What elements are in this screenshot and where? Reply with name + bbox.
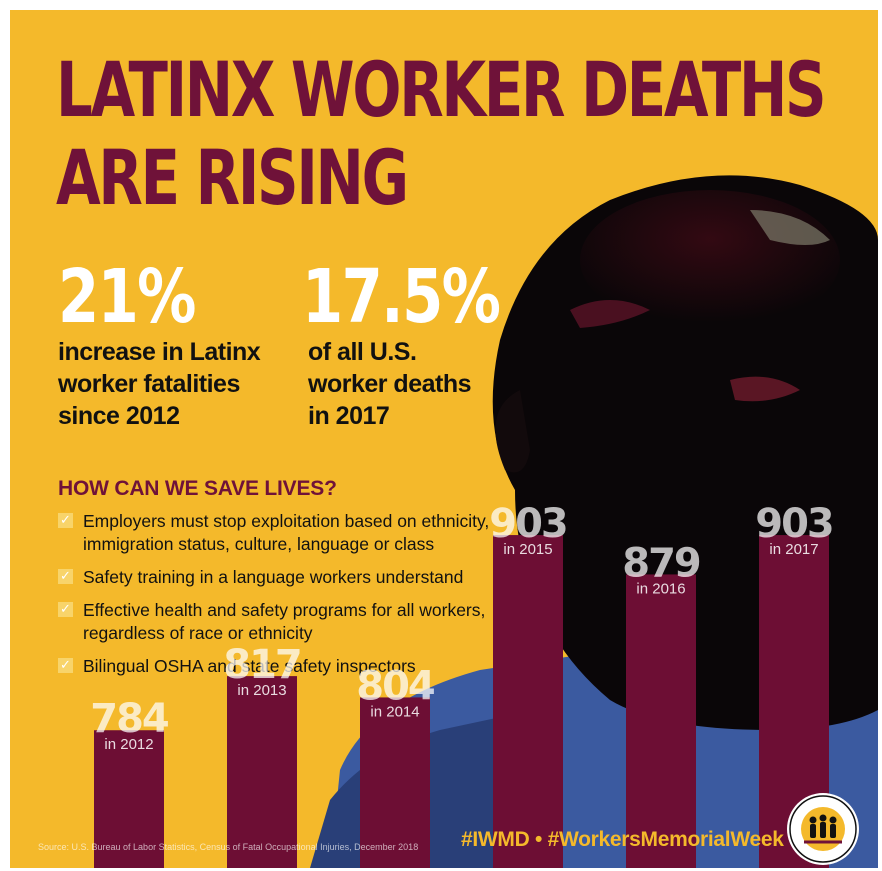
bar-category-label: in 2016 (636, 580, 685, 597)
stat-share-line: in 2017 (308, 402, 390, 430)
bar-value-label: 804 (356, 663, 434, 709)
checklist-item-line: immigration status, culture, language or… (83, 534, 435, 554)
checklist-item: ✓ Bilingual OSHA and state safety inspec… (58, 655, 489, 678)
checklist-item-line: regardless of race or ethnicity (83, 623, 313, 643)
bar (360, 697, 430, 868)
headline-line-2: ARE RISING (56, 133, 409, 222)
checklist-item-line: Bilingual OSHA and state safety inspecto… (83, 656, 416, 676)
bar (626, 574, 696, 868)
checklist-item-line: Employers must stop exploitation based o… (83, 511, 490, 531)
checklist-item: ✓ Safety training in a language workers … (58, 566, 489, 589)
checklist-item-line: Safety training in a language workers un… (83, 567, 464, 587)
headline-line-1: LATINX WORKER DEATHS (56, 45, 827, 134)
stat-increase-line: worker fatalities (58, 370, 240, 398)
checkmark-icon: ✓ (58, 513, 73, 528)
stat-increase-text: increase in Latinx worker fatalities sin… (58, 336, 261, 432)
bar-value-label: 903 (755, 501, 833, 547)
bar-category-label: in 2012 (104, 736, 153, 753)
stat-share-line: worker deaths (308, 370, 472, 398)
bar-value-label: 784 (90, 696, 168, 742)
bar-category-label: in 2014 (370, 703, 419, 720)
stat-share-value: 17.5% (302, 254, 501, 340)
checklist-item-line: Effective health and safety programs for… (83, 600, 486, 620)
hashtags: #IWMD • #WorkersMemorialWeek (461, 828, 784, 851)
stat-increase-line: since 2012 (58, 402, 180, 430)
source-note: Source: U.S. Bureau of Labor Statistics,… (38, 842, 419, 852)
stat-increase-value: 21% (58, 254, 197, 340)
checkmark-icon: ✓ (58, 602, 73, 617)
bar-category-label: in 2013 (237, 682, 286, 699)
checkmark-icon: ✓ (58, 658, 73, 673)
bar (493, 535, 563, 868)
bar-category-label: in 2015 (503, 541, 552, 558)
bar-category-label: in 2017 (769, 541, 818, 558)
checklist-item: ✓ Employers must stop exploitation based… (58, 510, 489, 556)
checkmark-icon: ✓ (58, 569, 73, 584)
stat-increase-line: increase in Latinx (58, 338, 261, 366)
checklist-item: ✓ Effective health and safety programs f… (58, 599, 489, 645)
council-seal-logo (787, 793, 859, 865)
bar-value-label: 903 (489, 501, 567, 547)
infographic-poster: LATINX WORKER DEATHS ARE RISING 21% incr… (10, 10, 878, 868)
bar-value-label: 817 (223, 642, 301, 688)
stat-share-text: of all U.S. worker deaths in 2017 (308, 336, 472, 432)
bar (94, 730, 164, 868)
stat-share-line: of all U.S. (308, 338, 417, 366)
question-heading: HOW CAN WE SAVE LIVES? (58, 477, 337, 500)
checklist: ✓ Employers must stop exploitation based… (58, 510, 489, 688)
bar-value-label: 879 (622, 540, 700, 586)
bar (227, 676, 297, 868)
